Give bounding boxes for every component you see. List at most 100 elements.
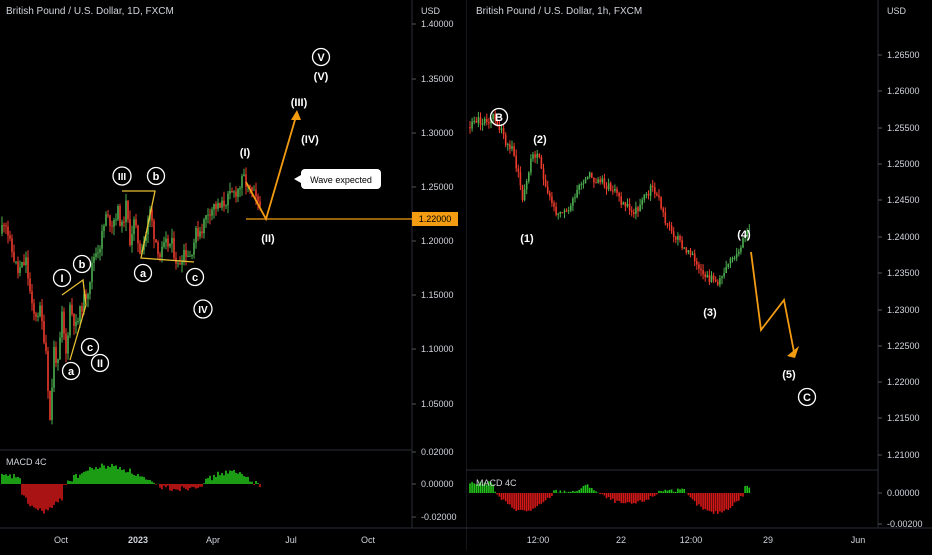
candle-body	[181, 262, 183, 265]
macd-bar	[593, 490, 595, 493]
label-wave-II: II	[97, 358, 103, 370]
daily-chart-pane[interactable]: 1.22000 Wave expected I b c	[0, 0, 466, 550]
macd-bar	[545, 493, 547, 500]
candle-body	[713, 275, 715, 279]
candle-body	[157, 242, 159, 254]
macd-bar	[33, 484, 35, 507]
macd-bar	[231, 471, 233, 484]
candle-body	[620, 196, 622, 204]
candle-body	[717, 282, 719, 285]
candle-body	[241, 176, 243, 188]
candle-body	[41, 306, 43, 322]
macd-bar	[3, 475, 5, 484]
macd-bar	[599, 493, 601, 494]
label-wave-4: (4)	[737, 229, 751, 241]
macd-bar	[125, 472, 127, 484]
candle-body	[215, 204, 217, 209]
macd-bar	[602, 493, 604, 494]
macd-bar	[93, 469, 95, 484]
candle-body	[47, 351, 49, 391]
macd-bar	[734, 493, 736, 502]
macd-bar	[245, 477, 247, 484]
candle-body	[107, 214, 109, 215]
candle-body	[209, 214, 211, 215]
candle-body	[5, 226, 7, 227]
candle-body	[237, 189, 239, 197]
macd-bar	[568, 492, 570, 493]
macd-bar	[744, 486, 746, 493]
candle-body	[578, 185, 580, 190]
macd-bar	[669, 490, 671, 493]
daily-chart-svg[interactable]: 1.22000 Wave expected I b c	[0, 0, 466, 550]
macd-bar	[736, 493, 738, 501]
macd-bar	[203, 483, 205, 484]
level-label: 1.22000	[419, 214, 452, 224]
candle-body	[15, 262, 17, 263]
candle-body	[65, 333, 67, 353]
macd-bar	[233, 470, 235, 484]
candle-body	[570, 206, 572, 211]
projection-arrowhead	[291, 110, 301, 120]
macd-bar	[65, 484, 67, 485]
macd-bar	[497, 493, 499, 495]
macd-bar	[59, 484, 61, 499]
macd-bar	[541, 493, 543, 504]
macd-bar	[119, 467, 121, 484]
candle-body	[77, 321, 79, 322]
macd-bar	[183, 484, 185, 488]
macd-bar	[9, 474, 11, 484]
macd-bar	[639, 493, 641, 500]
tick-label: 1.30000	[421, 128, 454, 138]
candle-body	[19, 267, 21, 273]
candle-body	[115, 219, 117, 220]
candle-body	[644, 194, 646, 199]
tick-label: 0.02000	[421, 447, 454, 457]
time-tick-label: 22	[616, 535, 626, 545]
time-tick-label: 12:00	[680, 535, 703, 545]
candle-body	[671, 226, 673, 232]
time-tick-label: Apr	[206, 535, 220, 545]
tick-label: 0.00000	[421, 479, 454, 489]
candle-body	[253, 190, 255, 191]
hourly-chart-svg[interactable]: B C (2) (1) (3) (4) (5) MACD 4C 1.265001…	[466, 0, 932, 550]
macd-bar	[167, 484, 169, 486]
candle-body	[604, 178, 606, 186]
candle-body	[560, 212, 562, 214]
candle-body	[113, 220, 115, 227]
candle-body	[696, 261, 698, 264]
candle-body	[612, 191, 614, 192]
macd-bar	[19, 478, 21, 484]
candle-body	[163, 242, 165, 246]
macd-bar	[620, 493, 622, 503]
macd-bar	[700, 493, 702, 507]
tick-label: 1.21000	[887, 450, 920, 460]
candle-body	[574, 197, 576, 198]
macd-bar	[239, 472, 241, 484]
candle-body	[549, 193, 551, 197]
callout-pointer	[294, 175, 301, 183]
macd-bar	[595, 491, 597, 493]
macd-bar	[105, 469, 107, 484]
macd-bar	[165, 484, 167, 487]
candle-body	[730, 259, 732, 264]
macd-bar	[696, 493, 698, 506]
time-tick-label: 2023	[128, 535, 148, 545]
macd-bar	[652, 493, 654, 497]
candle-body	[583, 183, 585, 184]
candle-body	[518, 168, 520, 171]
candle-body	[201, 231, 203, 233]
candle-body	[704, 274, 706, 277]
candle-body	[658, 195, 660, 197]
candle-body	[505, 135, 507, 145]
candle-body	[686, 248, 688, 253]
candle-body	[652, 186, 654, 188]
candle-body	[572, 198, 574, 205]
candle-body	[524, 189, 526, 200]
macd-bar	[223, 475, 225, 484]
label-wave-I: I	[60, 273, 63, 285]
candles-group	[469, 111, 750, 288]
candle-body	[129, 219, 131, 245]
candle-body	[673, 231, 675, 237]
